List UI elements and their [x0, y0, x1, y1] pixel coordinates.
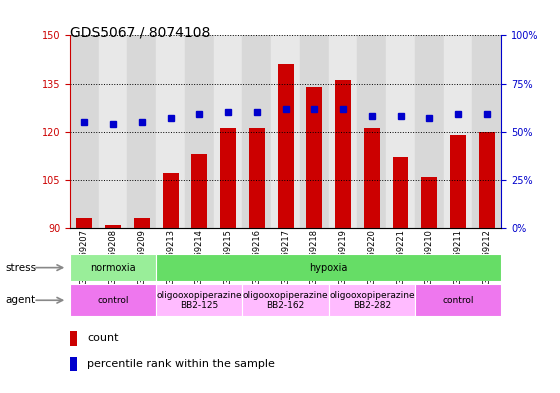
Bar [357, 35, 386, 228]
Bar [156, 284, 242, 316]
Bar [128, 35, 156, 228]
Bar [249, 129, 265, 228]
Bar [99, 35, 128, 228]
Bar [278, 64, 293, 228]
Bar [393, 157, 408, 228]
Text: agent: agent [6, 295, 36, 305]
Text: GDS5067 / 8074108: GDS5067 / 8074108 [70, 26, 211, 40]
Bar [415, 35, 444, 228]
Text: percentile rank within the sample: percentile rank within the sample [87, 359, 275, 369]
Bar [329, 284, 415, 316]
Text: oligooxopiperazine
BB2-125: oligooxopiperazine BB2-125 [157, 290, 242, 310]
Bar [163, 173, 179, 228]
Bar [422, 176, 437, 228]
Bar [450, 135, 466, 228]
Bar [306, 87, 322, 228]
Bar [479, 132, 494, 228]
Bar [329, 35, 357, 228]
Bar [134, 218, 150, 228]
Bar [364, 129, 380, 228]
Bar [77, 218, 92, 228]
Bar [473, 35, 501, 228]
Text: control: control [97, 296, 129, 305]
Bar [70, 284, 156, 316]
Bar [220, 129, 236, 228]
Bar [70, 331, 77, 345]
Bar [70, 35, 99, 228]
Bar [156, 254, 501, 281]
Text: hypoxia: hypoxia [310, 263, 348, 273]
Bar [386, 35, 415, 228]
Bar [242, 284, 329, 316]
Text: oligooxopiperazine
BB2-282: oligooxopiperazine BB2-282 [329, 290, 414, 310]
Text: control: control [442, 296, 474, 305]
Bar [105, 225, 121, 228]
Bar [156, 35, 185, 228]
Bar [271, 35, 300, 228]
Bar [335, 80, 351, 228]
Bar [415, 284, 501, 316]
Text: normoxia: normoxia [90, 263, 136, 273]
Text: count: count [87, 333, 119, 343]
Bar [214, 35, 242, 228]
Bar [185, 35, 214, 228]
Text: oligooxopiperazine
BB2-162: oligooxopiperazine BB2-162 [243, 290, 328, 310]
Bar [192, 154, 207, 228]
Bar [70, 357, 77, 371]
Bar [70, 254, 156, 281]
Bar [444, 35, 473, 228]
Text: stress: stress [6, 263, 37, 273]
Bar [300, 35, 329, 228]
Bar [242, 35, 271, 228]
